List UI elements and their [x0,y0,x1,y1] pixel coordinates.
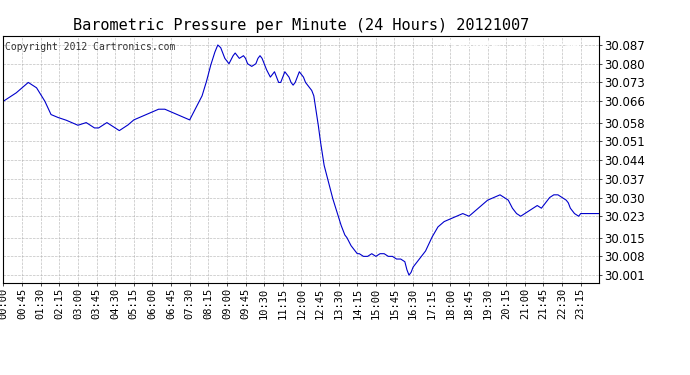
Title: Barometric Pressure per Minute (24 Hours) 20121007: Barometric Pressure per Minute (24 Hours… [73,18,529,33]
Text: Copyright 2012 Cartronics.com: Copyright 2012 Cartronics.com [5,42,175,52]
